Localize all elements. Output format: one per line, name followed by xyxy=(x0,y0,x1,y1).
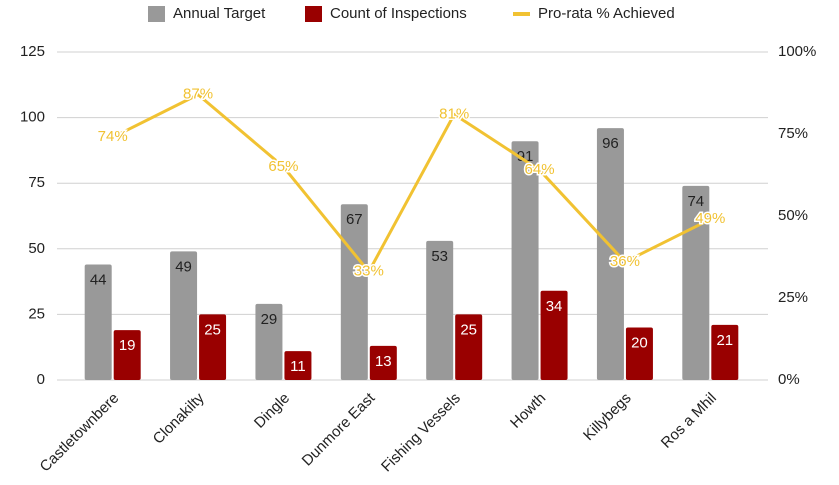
bar-value-label: 13 xyxy=(375,353,392,370)
line-value-label: 87% xyxy=(183,86,213,103)
bar-value-label: 34 xyxy=(546,298,563,315)
bar xyxy=(113,330,141,380)
y-tick-label: 75 xyxy=(28,174,45,191)
x-tick-label: Castletownbere xyxy=(37,390,123,476)
bar xyxy=(682,185,710,380)
bar-value-label: 25 xyxy=(204,321,221,338)
bar-value-label: 29 xyxy=(261,311,278,328)
line-value-label: 81% xyxy=(439,105,469,122)
legend-label: Annual Target xyxy=(173,5,266,22)
x-tick-label: Howth xyxy=(507,390,549,432)
line-value-label: 36% xyxy=(610,253,640,270)
bar-value-label: 53 xyxy=(431,248,448,265)
x-tick-label: Clonakilty xyxy=(150,389,208,447)
y-tick-label: 100 xyxy=(20,109,45,126)
x-tick-label: Dunmore East xyxy=(299,389,379,469)
y2-tick-label: 50% xyxy=(778,207,808,224)
bar-value-label: 91 xyxy=(517,148,534,165)
y-tick-label: 50 xyxy=(28,240,45,257)
y-tick-label: 25 xyxy=(28,305,45,322)
y2-tick-label: 100% xyxy=(778,43,816,60)
bar-value-label: 25 xyxy=(460,321,477,338)
bar-value-label: 20 xyxy=(631,334,648,351)
bar xyxy=(511,141,539,380)
bar-value-label: 67 xyxy=(346,211,363,228)
y2-tick-label: 0% xyxy=(778,371,800,388)
bar xyxy=(455,314,483,380)
bar xyxy=(340,204,368,380)
legend-label: Count of Inspections xyxy=(330,5,467,22)
legend-swatch xyxy=(148,6,165,22)
y-tick-label: 0 xyxy=(37,371,45,388)
bar xyxy=(170,251,198,380)
legend-label: Pro-rata % Achieved xyxy=(538,5,675,22)
x-tick-label: Ros a Mhil xyxy=(658,390,720,452)
bar xyxy=(540,290,568,380)
x-tick-label: Dingle xyxy=(251,390,293,432)
bar xyxy=(84,264,112,380)
bar-value-label: 19 xyxy=(119,337,136,354)
bar xyxy=(369,345,397,380)
bar-value-label: 74 xyxy=(687,193,704,210)
bar xyxy=(255,303,283,380)
bar-value-label: 49 xyxy=(175,258,192,275)
bar xyxy=(625,327,653,380)
y-tick-label: 125 xyxy=(20,43,45,60)
legend-swatch xyxy=(513,12,530,16)
line-value-label: 64% xyxy=(525,161,555,178)
y2-tick-label: 25% xyxy=(778,289,808,306)
y2-tick-label: 75% xyxy=(778,125,808,142)
bar xyxy=(199,314,227,380)
bar-value-label: 96 xyxy=(602,135,619,152)
x-tick-label: Fishing Vessels xyxy=(378,390,464,476)
bar xyxy=(711,324,739,380)
bar xyxy=(426,240,454,380)
line-series xyxy=(112,93,711,274)
x-tick-label: Killybegs xyxy=(580,390,634,444)
bar-value-label: 21 xyxy=(716,332,733,349)
bar xyxy=(284,351,312,380)
bar-value-label: 44 xyxy=(90,272,107,289)
line-value-label: 74% xyxy=(98,128,128,145)
legend-swatch xyxy=(305,6,322,22)
line-value-label: 65% xyxy=(268,158,298,175)
bar xyxy=(596,128,624,380)
bar-value-label: 11 xyxy=(290,358,306,375)
line-value-label: 33% xyxy=(354,263,384,280)
line-value-label: 49% xyxy=(695,210,725,227)
